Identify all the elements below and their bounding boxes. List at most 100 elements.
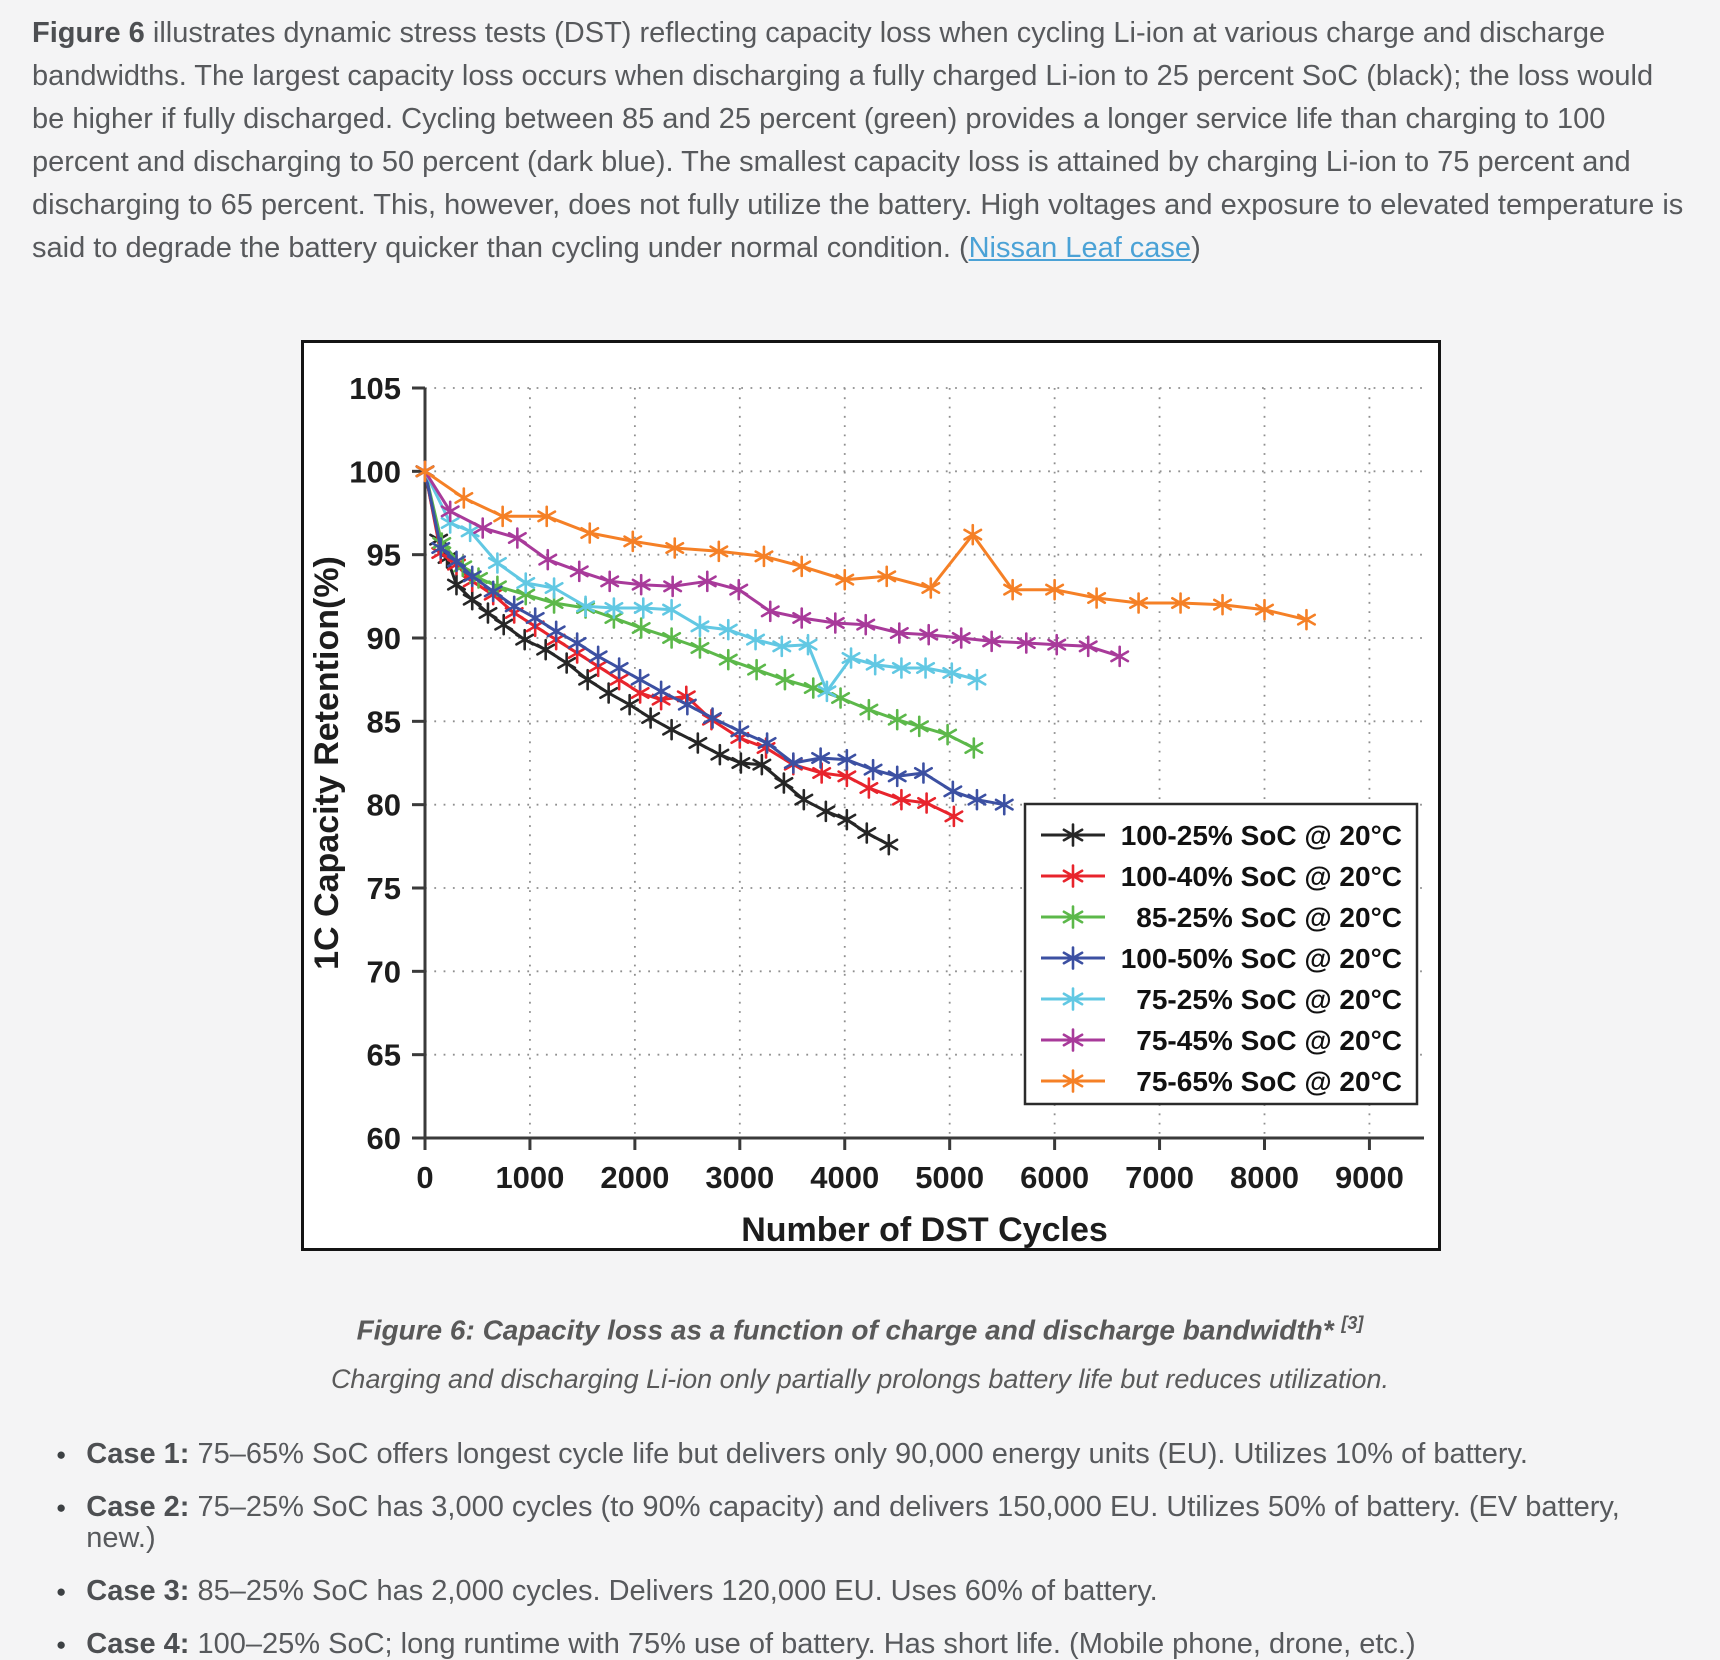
case-3-text: 85–25% SoC has 2,000 cycles. Delivers 12…	[189, 1575, 1158, 1608]
asterisk-marker	[599, 682, 619, 704]
asterisk-marker	[536, 638, 556, 661]
intro-text-close: )	[1191, 232, 1201, 264]
asterisk-marker	[460, 520, 480, 543]
bullet-icon: ●	[56, 1498, 67, 1518]
asterisk-marker	[841, 647, 861, 669]
legend-label: 85-25% SoC @ 20°C	[1136, 902, 1402, 933]
asterisk-marker	[794, 788, 814, 811]
asterisk-marker	[857, 822, 877, 844]
asterisk-marker	[631, 617, 651, 639]
y-tick-label: 65	[367, 1038, 401, 1073]
asterisk-marker	[677, 693, 697, 716]
series-75-25	[415, 460, 987, 703]
asterisk-marker	[487, 552, 507, 574]
asterisk-marker	[709, 540, 729, 563]
x-axis-title: Number of DST Cycles	[741, 1211, 1108, 1248]
asterisk-marker	[917, 792, 937, 814]
asterisk-marker	[747, 658, 767, 681]
asterisk-marker	[863, 758, 883, 781]
asterisk-marker	[783, 752, 803, 774]
list-item-case-1: ● Case 1: 75–65% SoC offers longest cycle…	[44, 1439, 1690, 1470]
capacity-retention-chart: 60 65 70 75 80 85 90 95 100 105 0 1000 2000 3000 4000 5…	[308, 371, 1424, 1249]
asterisk-marker	[1062, 946, 1084, 970]
asterisk-marker	[703, 707, 723, 729]
asterisk-marker	[1003, 578, 1023, 601]
legend-label: 75-45% SoC @ 20°C	[1136, 1025, 1402, 1056]
asterisk-marker	[1047, 633, 1067, 656]
asterisk-marker	[600, 570, 620, 593]
x-tick-label: 6000	[1020, 1160, 1089, 1195]
asterisk-marker	[623, 530, 643, 553]
asterisk-marker	[538, 548, 558, 571]
asterisk-marker	[662, 598, 682, 621]
case-3-label: Case 3:	[86, 1575, 190, 1608]
asterisk-marker	[609, 657, 629, 679]
bullet-icon: ●	[56, 1445, 67, 1465]
bullet-icon: ●	[56, 1582, 67, 1602]
asterisk-marker	[515, 628, 535, 651]
asterisk-marker	[729, 578, 749, 601]
asterisk-marker	[746, 628, 766, 651]
asterisk-marker	[1129, 592, 1149, 614]
asterisk-marker	[718, 648, 738, 671]
asterisk-marker	[504, 595, 524, 618]
asterisk-marker	[631, 573, 651, 596]
case-2-label: Case 2:	[86, 1491, 190, 1524]
asterisk-marker	[630, 668, 650, 691]
x-tick-label: 2000	[600, 1160, 669, 1195]
x-tick-label: 8000	[1230, 1160, 1299, 1195]
legend: 100-25% SoC @ 20°C 100-40% SoC @ 20°C 85-2…	[1023, 802, 1419, 1106]
x-tick-label: 1000	[495, 1160, 564, 1195]
nissan-leaf-case-link[interactable]: Nissan Leaf case	[968, 232, 1192, 264]
plot-area: 60 65 70 75 80 85 90 95 100 105 0 1000 2000 3000 4000 5…	[308, 371, 1424, 1249]
case-1-text: 75–65% SoC offers longest cycle life but…	[189, 1438, 1528, 1471]
series-line	[423, 470, 978, 693]
figure6-chart-image: 60 65 70 75 80 85 90 95 100 105 0 1000 2000 3000 4000 5…	[301, 340, 1441, 1251]
asterisk-marker	[835, 568, 855, 591]
x-tick-label: 7000	[1125, 1160, 1194, 1195]
asterisk-marker	[690, 637, 710, 659]
asterisk-marker	[507, 527, 527, 549]
x-tick-label: 3000	[705, 1160, 774, 1195]
asterisk-marker	[909, 715, 929, 738]
y-tick-label: 75	[367, 871, 401, 906]
asterisk-marker	[891, 788, 911, 811]
asterisk-marker	[887, 708, 907, 731]
asterisk-marker	[754, 545, 774, 568]
asterisk-marker	[446, 573, 467, 596]
asterisk-marker	[1212, 593, 1233, 616]
asterisk-marker	[525, 607, 545, 629]
case-4-label: Case 4:	[86, 1628, 190, 1660]
asterisk-marker	[516, 572, 536, 594]
asterisk-marker	[567, 632, 587, 654]
asterisk-marker	[663, 575, 683, 598]
asterisk-marker	[865, 653, 885, 676]
asterisk-marker	[1062, 1069, 1084, 1093]
bullet-icon: ●	[56, 1635, 67, 1655]
legend-label: 75-25% SoC @ 20°C	[1136, 984, 1402, 1015]
y-tick-label: 100	[349, 454, 401, 489]
asterisk-marker	[887, 765, 907, 788]
intro-text: illustrates dynamic stress tests (DST) r…	[32, 17, 1684, 264]
x-tick-label: 4000	[810, 1160, 879, 1195]
list-item-case-4: ● Case 4: 100–25% SoC; long runtime with …	[44, 1629, 1690, 1660]
asterisk-marker	[916, 657, 936, 679]
x-tick-label: 0	[416, 1160, 433, 1195]
asterisk-marker	[803, 677, 823, 699]
asterisk-marker	[757, 732, 777, 754]
asterisk-marker	[462, 565, 482, 588]
asterisk-marker	[580, 522, 600, 544]
asterisk-marker	[473, 517, 493, 539]
asterisk-marker	[943, 780, 963, 803]
asterisk-marker	[1062, 1028, 1084, 1052]
asterisk-marker	[859, 777, 879, 799]
y-tick-label: 105	[349, 371, 401, 406]
asterisk-marker	[415, 460, 435, 483]
asterisk-marker	[774, 772, 794, 794]
asterisk-marker	[546, 620, 566, 643]
asterisk-marker	[544, 577, 564, 599]
y-tick-label: 80	[367, 788, 401, 823]
asterisk-marker	[967, 788, 987, 811]
x-tick-label: 5000	[915, 1160, 984, 1195]
asterisk-marker	[919, 623, 939, 646]
